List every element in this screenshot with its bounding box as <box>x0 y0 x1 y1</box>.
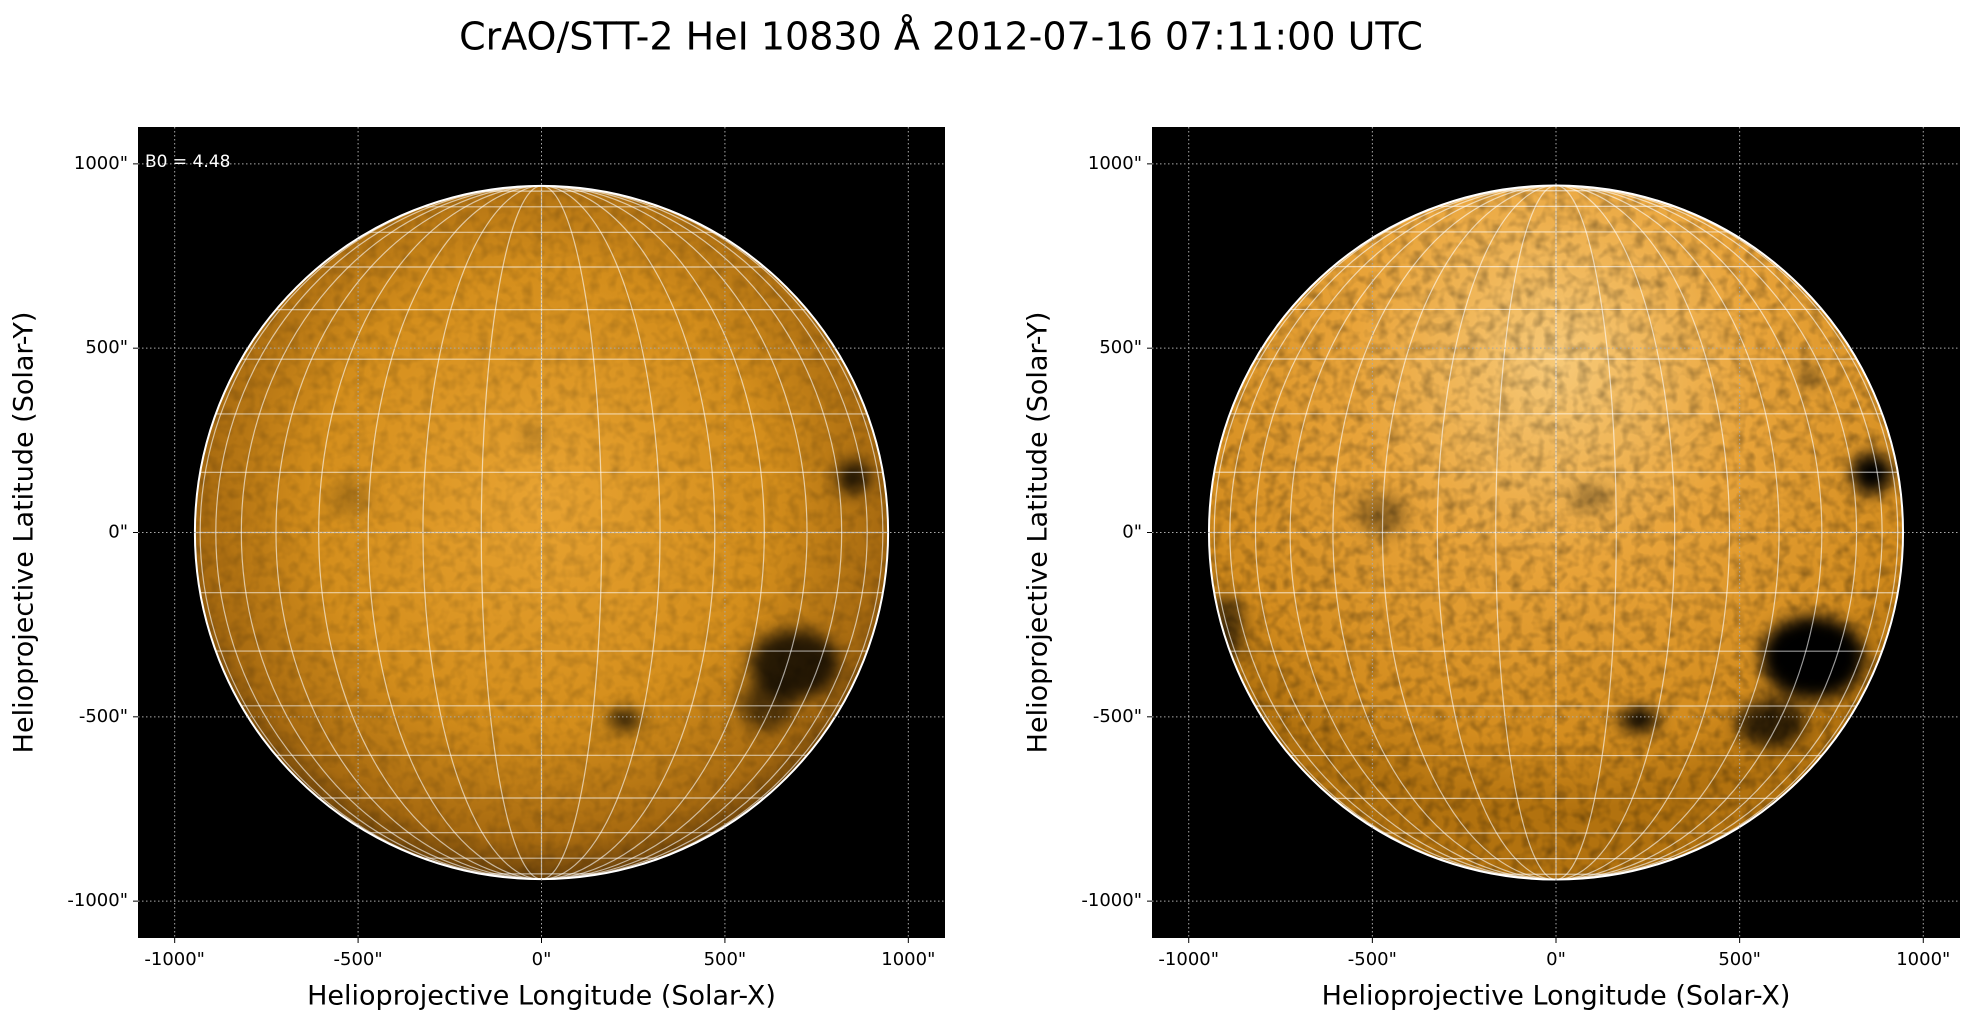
dark-feature <box>1573 487 1609 509</box>
y-tick-label: -1000" <box>1081 890 1142 911</box>
y-tick-label: -500" <box>79 706 128 727</box>
dark-feature <box>749 629 840 699</box>
annotation: B0 = 4.48 <box>145 152 230 172</box>
x-tick-label: 0" <box>1546 949 1566 970</box>
axes: -1000" -500" 0" 500" 1000" -1000" -500" 0" 500" 1… <box>9 127 945 1012</box>
x-tick-label: -1000" <box>1158 949 1219 970</box>
x-tick-label: -500" <box>1348 949 1397 970</box>
dark-feature <box>1850 452 1893 495</box>
axes: -1000" -500" 0" 500" 1000" -1000" -500" 0" 500" 1… <box>1023 127 1960 1012</box>
y-tick-label: -500" <box>1093 706 1142 727</box>
dark-feature <box>524 428 545 443</box>
x-tick-label: -500" <box>334 949 383 970</box>
x-axis-label: Helioprojective Longitude (Solar-X) <box>1322 981 1791 1012</box>
dark-feature <box>836 459 871 495</box>
x-tick-label: 500" <box>704 949 747 970</box>
y-tick-label: 1000" <box>74 153 128 174</box>
dark-feature <box>607 709 643 731</box>
x-tick-label: 1000" <box>881 949 935 970</box>
y-axis-label: Helioprojective Latitude (Solar-Y) <box>9 312 40 754</box>
x-tick-label: 1000" <box>1896 949 1950 970</box>
y-tick-label: 500" <box>85 337 128 358</box>
dark-feature <box>1802 369 1817 384</box>
figure-title: CrAO/STT-2 HeI 10830 Å 2012-07-16 07:11:… <box>459 15 1423 59</box>
dark-feature <box>330 480 372 516</box>
dark-feature <box>1736 699 1806 748</box>
y-tick-label: 500" <box>1099 337 1142 358</box>
y-tick-label: -1000" <box>67 890 128 911</box>
y-tick-label: 0" <box>1122 522 1142 543</box>
x-tick-label: -1000" <box>144 949 205 970</box>
x-tick-label: 0" <box>532 949 552 970</box>
heliographic-grid <box>194 185 889 880</box>
x-tick-label: 500" <box>1718 949 1761 970</box>
dark-feature <box>1760 615 1865 700</box>
x-axis-label: Helioprojective Longitude (Solar-X) <box>307 981 776 1012</box>
y-axis-label: Helioprojective Latitude (Solar-Y) <box>1023 312 1054 754</box>
dark-feature <box>1618 707 1661 733</box>
y-tick-label: 0" <box>108 522 128 543</box>
y-tick-label: 1000" <box>1088 153 1142 174</box>
dark-features <box>1208 369 1893 748</box>
